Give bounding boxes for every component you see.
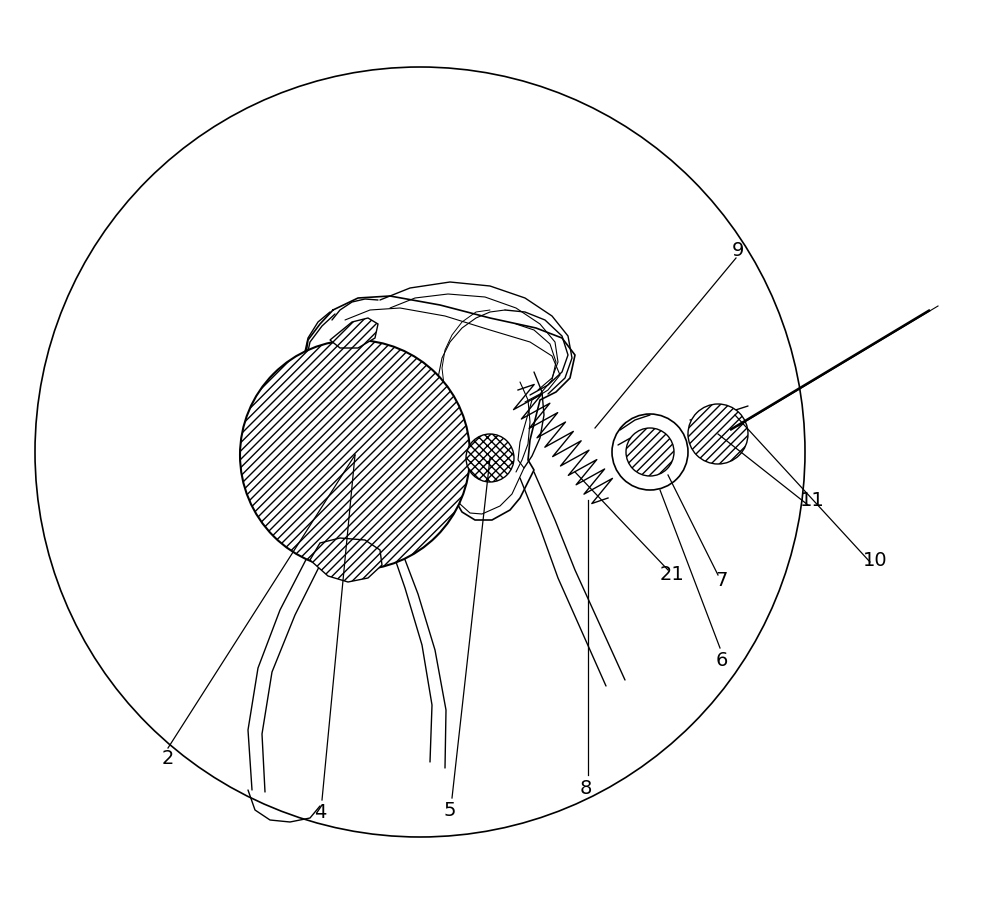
Polygon shape [330,318,378,348]
Circle shape [688,404,748,464]
Text: 21: 21 [660,565,684,584]
Circle shape [612,414,688,490]
Text: 5: 5 [444,801,456,820]
Text: 2: 2 [162,748,174,767]
Polygon shape [310,538,382,582]
Text: 6: 6 [716,651,728,670]
Text: 7: 7 [716,570,728,589]
Text: 10: 10 [863,550,887,569]
Text: 11: 11 [800,491,824,510]
Circle shape [240,340,470,570]
Circle shape [626,428,674,476]
Circle shape [466,434,514,482]
Text: 8: 8 [580,778,592,797]
Text: 9: 9 [732,241,744,260]
Text: 4: 4 [314,803,326,822]
